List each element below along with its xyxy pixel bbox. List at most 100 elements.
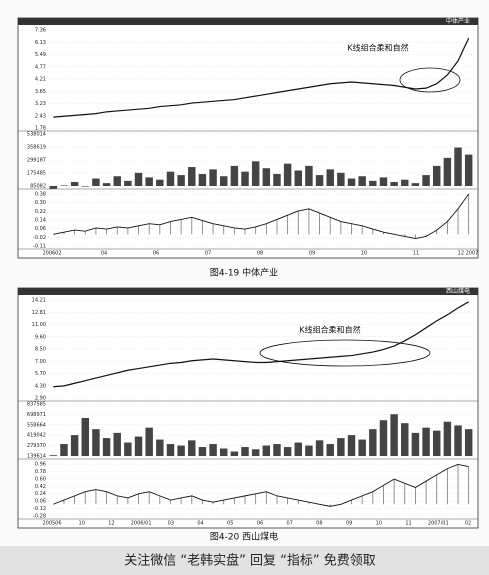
volume-bar: [177, 445, 185, 456]
volume-bar: [358, 439, 366, 456]
volume-bar: [454, 147, 462, 186]
x-tick-label: 06: [257, 521, 263, 527]
y-tick-label: 538014: [27, 132, 46, 138]
y-tick-label: 0.38: [35, 192, 46, 198]
volume-bar: [70, 181, 79, 186]
y-tick-label: -0.12: [33, 506, 46, 512]
y-tick-label: 85082: [30, 184, 46, 190]
y-tick-label: 11.00: [32, 322, 46, 328]
footer-bar: [0, 546, 489, 575]
y-tick-label: 14.21: [32, 298, 46, 304]
volume-bar: [198, 447, 207, 456]
volume-bar: [283, 163, 292, 186]
volume-bar: [81, 186, 90, 187]
y-tick-label: 175485: [27, 171, 46, 177]
annotation-ellipse: [399, 67, 461, 93]
volume-bar: [49, 455, 58, 456]
x-tick-label: 200602: [42, 251, 61, 257]
stock-name: 中体产业: [446, 17, 470, 25]
x-tick-label: 09: [346, 521, 352, 527]
volume-bar: [379, 177, 388, 186]
x-tick-label: 07: [205, 251, 211, 257]
volume-bar: [166, 444, 175, 456]
volume-bar: [145, 427, 153, 456]
volume-bar: [113, 176, 121, 186]
volume-bar: [60, 185, 68, 186]
macd-line: [53, 463, 469, 507]
volume-bar: [81, 417, 90, 456]
volume-bar: [70, 435, 79, 456]
x-tick-label: 02: [465, 521, 471, 527]
volume-bar: [294, 170, 303, 186]
y-tick-label: 7.36: [35, 28, 46, 34]
volume-bar: [219, 448, 228, 456]
volume-bar: [369, 180, 377, 186]
x-tick-label: 200506: [42, 521, 61, 527]
y-tick-label: 299187: [27, 158, 46, 164]
volume-bar: [134, 172, 143, 186]
y-tick-label: 4.21: [35, 77, 46, 83]
volume-bar: [443, 157, 452, 186]
y-tick-label: 6.13: [35, 40, 46, 46]
x-tick-label: 10: [79, 521, 85, 527]
figure-caption: 图4-19 中体产业: [210, 267, 278, 279]
volume-bar: [262, 445, 271, 456]
volume-bar: [315, 440, 324, 456]
volume-bar: [347, 178, 356, 186]
volume-bar: [262, 168, 271, 186]
volume-bar: [422, 427, 430, 456]
y-tick-label: 0.06: [35, 226, 46, 232]
x-tick-label: 09: [309, 251, 315, 257]
volume-bar: [156, 439, 164, 456]
volume-bar: [251, 449, 260, 456]
toolbar: [18, 288, 478, 295]
chart-frame: [17, 17, 479, 259]
volume-bar: [358, 176, 366, 186]
y-tick-label: 837585: [27, 402, 46, 408]
y-tick-label: 0.22: [35, 209, 46, 215]
volume-bar: [230, 451, 239, 456]
volume-bar: [219, 176, 228, 186]
y-tick-label: 2.90: [35, 396, 46, 402]
x-tick-label: 11: [405, 521, 411, 527]
y-tick-label: 3.23: [35, 101, 46, 107]
volume-bar: [326, 169, 334, 186]
y-tick-label: 12.81: [32, 310, 46, 316]
x-tick-label: 2006/01: [131, 521, 152, 527]
y-tick-label: 9.60: [35, 334, 46, 340]
y-tick-label: 0.78: [35, 469, 46, 475]
volume-bar: [209, 444, 217, 456]
volume-bar: [92, 178, 100, 186]
volume-bar: [337, 438, 345, 456]
x-tick-label: 03: [168, 521, 174, 527]
volume-bar: [241, 171, 249, 186]
y-tick-label: 279370: [27, 443, 46, 449]
volume-bar: [230, 165, 239, 186]
volume-bar: [166, 171, 175, 186]
volume-bar: [464, 154, 473, 186]
y-tick-label: 1.78: [35, 126, 46, 132]
x-tick-label: 07: [287, 521, 293, 527]
x-tick-label: 12 2007: [458, 251, 479, 257]
y-tick-label: 5.49: [35, 52, 46, 58]
price-line: [53, 37, 470, 118]
volume-bar: [145, 177, 153, 186]
x-tick-label: 12: [108, 521, 114, 527]
y-tick-label: 0.14: [35, 218, 46, 224]
y-tick-label: 419042: [27, 433, 46, 439]
volume-bar: [124, 442, 132, 456]
x-tick-label: 06: [153, 251, 159, 257]
y-tick-label: -0.02: [33, 235, 46, 241]
volume-bar: [401, 179, 409, 186]
volume-bar: [454, 425, 462, 456]
x-tick-label: 08: [316, 521, 322, 527]
volume-bar: [347, 435, 356, 456]
stock-name: 西山煤电: [446, 287, 470, 295]
x-tick-label: 08: [257, 251, 263, 257]
y-tick-label: 7.00: [35, 359, 46, 365]
volume-bar: [443, 421, 452, 456]
volume-bar: [188, 167, 196, 186]
volume-bar: [379, 420, 388, 456]
x-tick-label: 04: [197, 521, 203, 527]
